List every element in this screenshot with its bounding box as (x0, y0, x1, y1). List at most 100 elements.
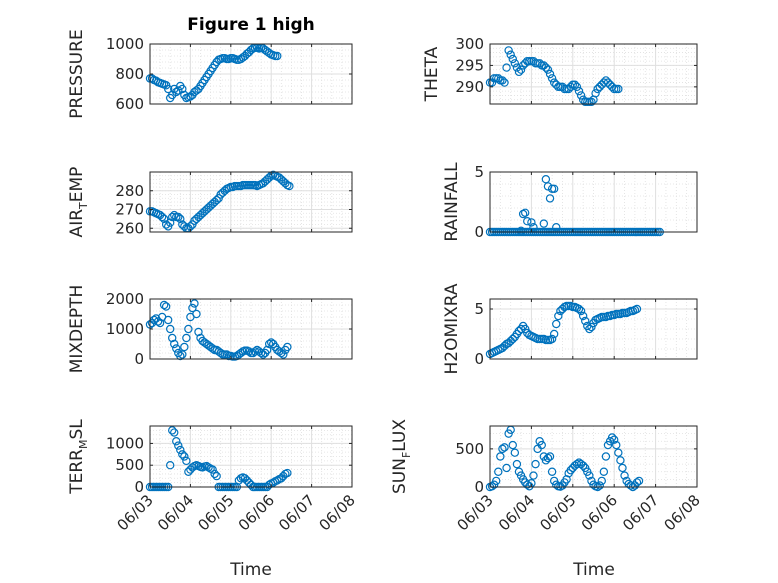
data-point (506, 50, 515, 59)
data-point (180, 342, 189, 352)
y-tick-label: 280 (115, 182, 144, 200)
data-point (576, 91, 586, 100)
data-point (498, 76, 507, 85)
data-point (174, 212, 183, 222)
data-point (574, 86, 584, 96)
data-point (543, 453, 553, 463)
data-point (283, 342, 292, 352)
data-point (512, 459, 522, 469)
data-point (607, 433, 617, 442)
y-tick-label: 800 (115, 65, 144, 83)
data-point (208, 465, 217, 474)
data-point (618, 463, 627, 473)
data-point (566, 466, 575, 475)
y-axis-label: THETA (422, 46, 442, 102)
data-point (539, 219, 549, 228)
y-axis-label: AIRTEMP (67, 167, 90, 238)
data-point (180, 452, 189, 461)
data-point (587, 322, 596, 332)
data-point (216, 348, 225, 358)
data-point (496, 452, 505, 461)
data-point (523, 216, 532, 226)
data-point (157, 212, 167, 222)
x-axis-label-right: Time (572, 560, 615, 580)
data-point (500, 78, 509, 87)
data-point (529, 471, 538, 480)
data-point (188, 303, 197, 313)
data-point (537, 440, 546, 450)
data-point (159, 300, 169, 310)
data-point (570, 80, 580, 89)
data-point (182, 456, 191, 466)
data-point (285, 181, 294, 191)
data-point (180, 222, 189, 231)
data-point (204, 463, 213, 472)
data-point (566, 82, 575, 92)
data-point (612, 440, 621, 450)
data-point (165, 324, 175, 334)
x-axis-label-left: Time (229, 560, 272, 580)
data-point (527, 218, 536, 227)
axis-frame (149, 171, 353, 233)
data-point (520, 324, 530, 334)
y-tick-label: 1000 (106, 320, 144, 338)
data-point (170, 339, 179, 349)
data-point (165, 218, 175, 227)
data-point (549, 184, 559, 193)
data-point (632, 478, 642, 487)
data-point (535, 59, 544, 68)
data-point (620, 471, 629, 480)
axis-frame (489, 425, 698, 488)
data-point (587, 97, 596, 107)
y-tick-label: 1000 (106, 434, 144, 452)
y-tick-label: 1000 (106, 35, 144, 53)
y-tick-label: 500 (115, 456, 144, 474)
axis-frame (489, 43, 698, 105)
data-point (502, 463, 511, 473)
data-point (250, 347, 260, 356)
y-tick-label: 0 (134, 478, 144, 496)
data-point (192, 309, 201, 319)
data-point (176, 214, 185, 224)
data-point (581, 316, 590, 326)
data-point (549, 329, 559, 339)
data-point (510, 448, 520, 457)
data-point (574, 304, 584, 314)
y-tick-label: 295 (455, 56, 484, 74)
data-point (589, 480, 598, 489)
data-point (172, 344, 181, 353)
data-point (516, 226, 526, 235)
subplot-rainfall: 0 5 RAINFALL (442, 162, 698, 242)
y-tick-label: 600 (115, 95, 144, 113)
data-point (529, 222, 538, 232)
data-point (508, 54, 517, 64)
data-point (634, 476, 644, 486)
data-point (508, 440, 517, 450)
subplot-h2omixra: 0 5 H2OMIXRA (442, 283, 698, 375)
data-point (599, 467, 609, 476)
data-point (576, 306, 586, 316)
data-point (494, 467, 503, 476)
data-point (554, 311, 563, 321)
data-point (163, 84, 173, 94)
data-point (212, 471, 221, 481)
data-point (585, 471, 594, 480)
data-point (552, 222, 561, 232)
data-point (279, 350, 288, 359)
data-point (494, 74, 503, 83)
data-point (269, 478, 278, 487)
y-tick-label: 500 (455, 440, 484, 458)
y-axis-label: SUNFLUX (390, 419, 413, 494)
data-point (182, 333, 191, 343)
data-point (170, 210, 179, 220)
data-point (508, 334, 517, 344)
y-tick-label: 300 (455, 35, 484, 53)
data-point (545, 452, 555, 461)
data-point (264, 480, 274, 490)
data-point (283, 468, 292, 478)
data-point (547, 74, 557, 83)
y-tick-label: 0 (474, 478, 484, 496)
data-point (159, 214, 169, 224)
